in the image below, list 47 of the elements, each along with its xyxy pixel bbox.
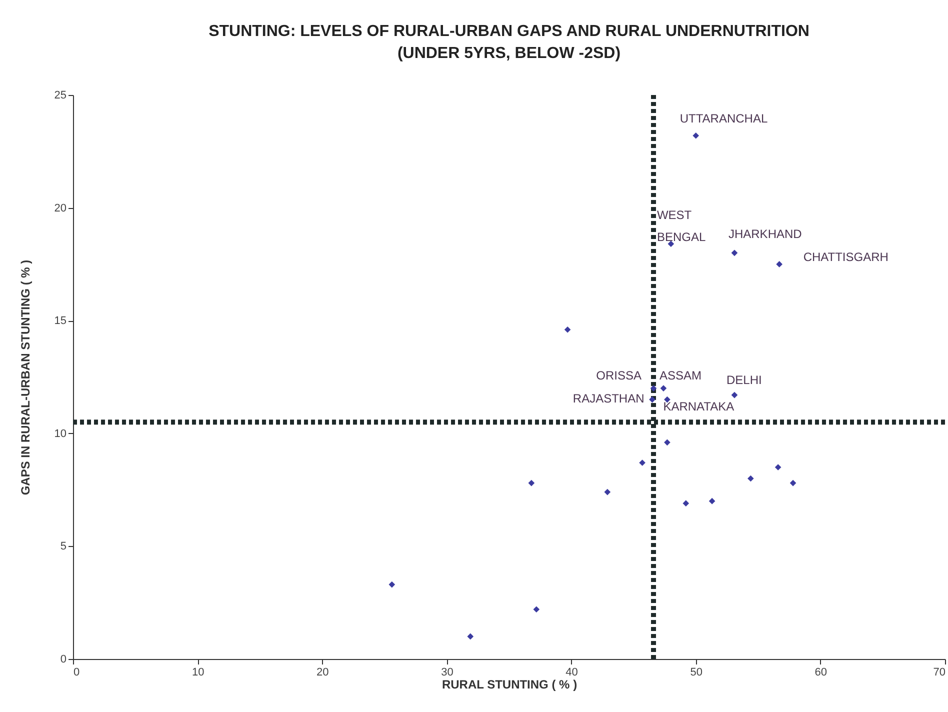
point <box>708 498 716 504</box>
point <box>731 250 738 256</box>
y-tick-label: 15 <box>54 315 66 328</box>
point <box>790 480 796 486</box>
annotation: UTTARANCHAL <box>680 112 768 126</box>
annotation: JHARKHAND <box>728 226 802 241</box>
point <box>774 464 782 470</box>
point <box>776 261 782 268</box>
x-axis-title: RURAL STUNTING ( % ) <box>442 678 578 692</box>
point <box>731 392 738 398</box>
x-tick-label: 50 <box>690 666 702 678</box>
point <box>604 488 611 496</box>
x-tick-label: 0 <box>74 666 80 678</box>
point <box>692 132 700 139</box>
point <box>564 326 571 333</box>
annotation: CHATTISGARH <box>803 250 888 264</box>
point <box>639 460 646 466</box>
y-tick-label: 20 <box>54 202 66 214</box>
point <box>660 385 667 392</box>
annotation: RAJASTHAN <box>572 392 644 406</box>
annotation: ASSAM <box>659 368 702 382</box>
x-tick-label: 40 <box>566 666 578 678</box>
point <box>664 439 670 446</box>
x-tick-label: 20 <box>316 666 329 678</box>
x-tick-label: 10 <box>192 666 204 678</box>
point <box>649 396 656 403</box>
chart-subtitle: (UNDER 5YRS, BELOW -2SD) <box>397 45 621 62</box>
point <box>650 385 657 392</box>
y-axis-title: GAPS IN RURAL-URBAN STUNTING ( % ) <box>18 260 32 496</box>
x-tick-label: 60 <box>814 666 828 678</box>
annotation: DELHI <box>726 373 762 388</box>
y-tick-label: 25 <box>54 90 66 102</box>
point <box>528 480 535 486</box>
annotation: WEST BENGAL <box>656 208 706 244</box>
annotation: KARNATAKA <box>663 400 734 414</box>
y-tick-label: 0 <box>60 654 66 666</box>
chart-title: STUNTING: LEVELS OF RURAL-URBAN GAPS AND RURAL UNDERNUTRITION <box>208 23 810 40</box>
point <box>533 606 540 613</box>
point <box>682 500 690 506</box>
point <box>748 475 754 482</box>
y-tick-label: 10 <box>54 428 66 440</box>
annotation: ORISSA <box>596 368 642 382</box>
point <box>388 581 396 588</box>
x-tick-label: 70 <box>933 666 946 678</box>
point <box>467 633 474 640</box>
x-tick-label: 30 <box>441 666 454 678</box>
y-tick-label: 5 <box>60 540 66 553</box>
